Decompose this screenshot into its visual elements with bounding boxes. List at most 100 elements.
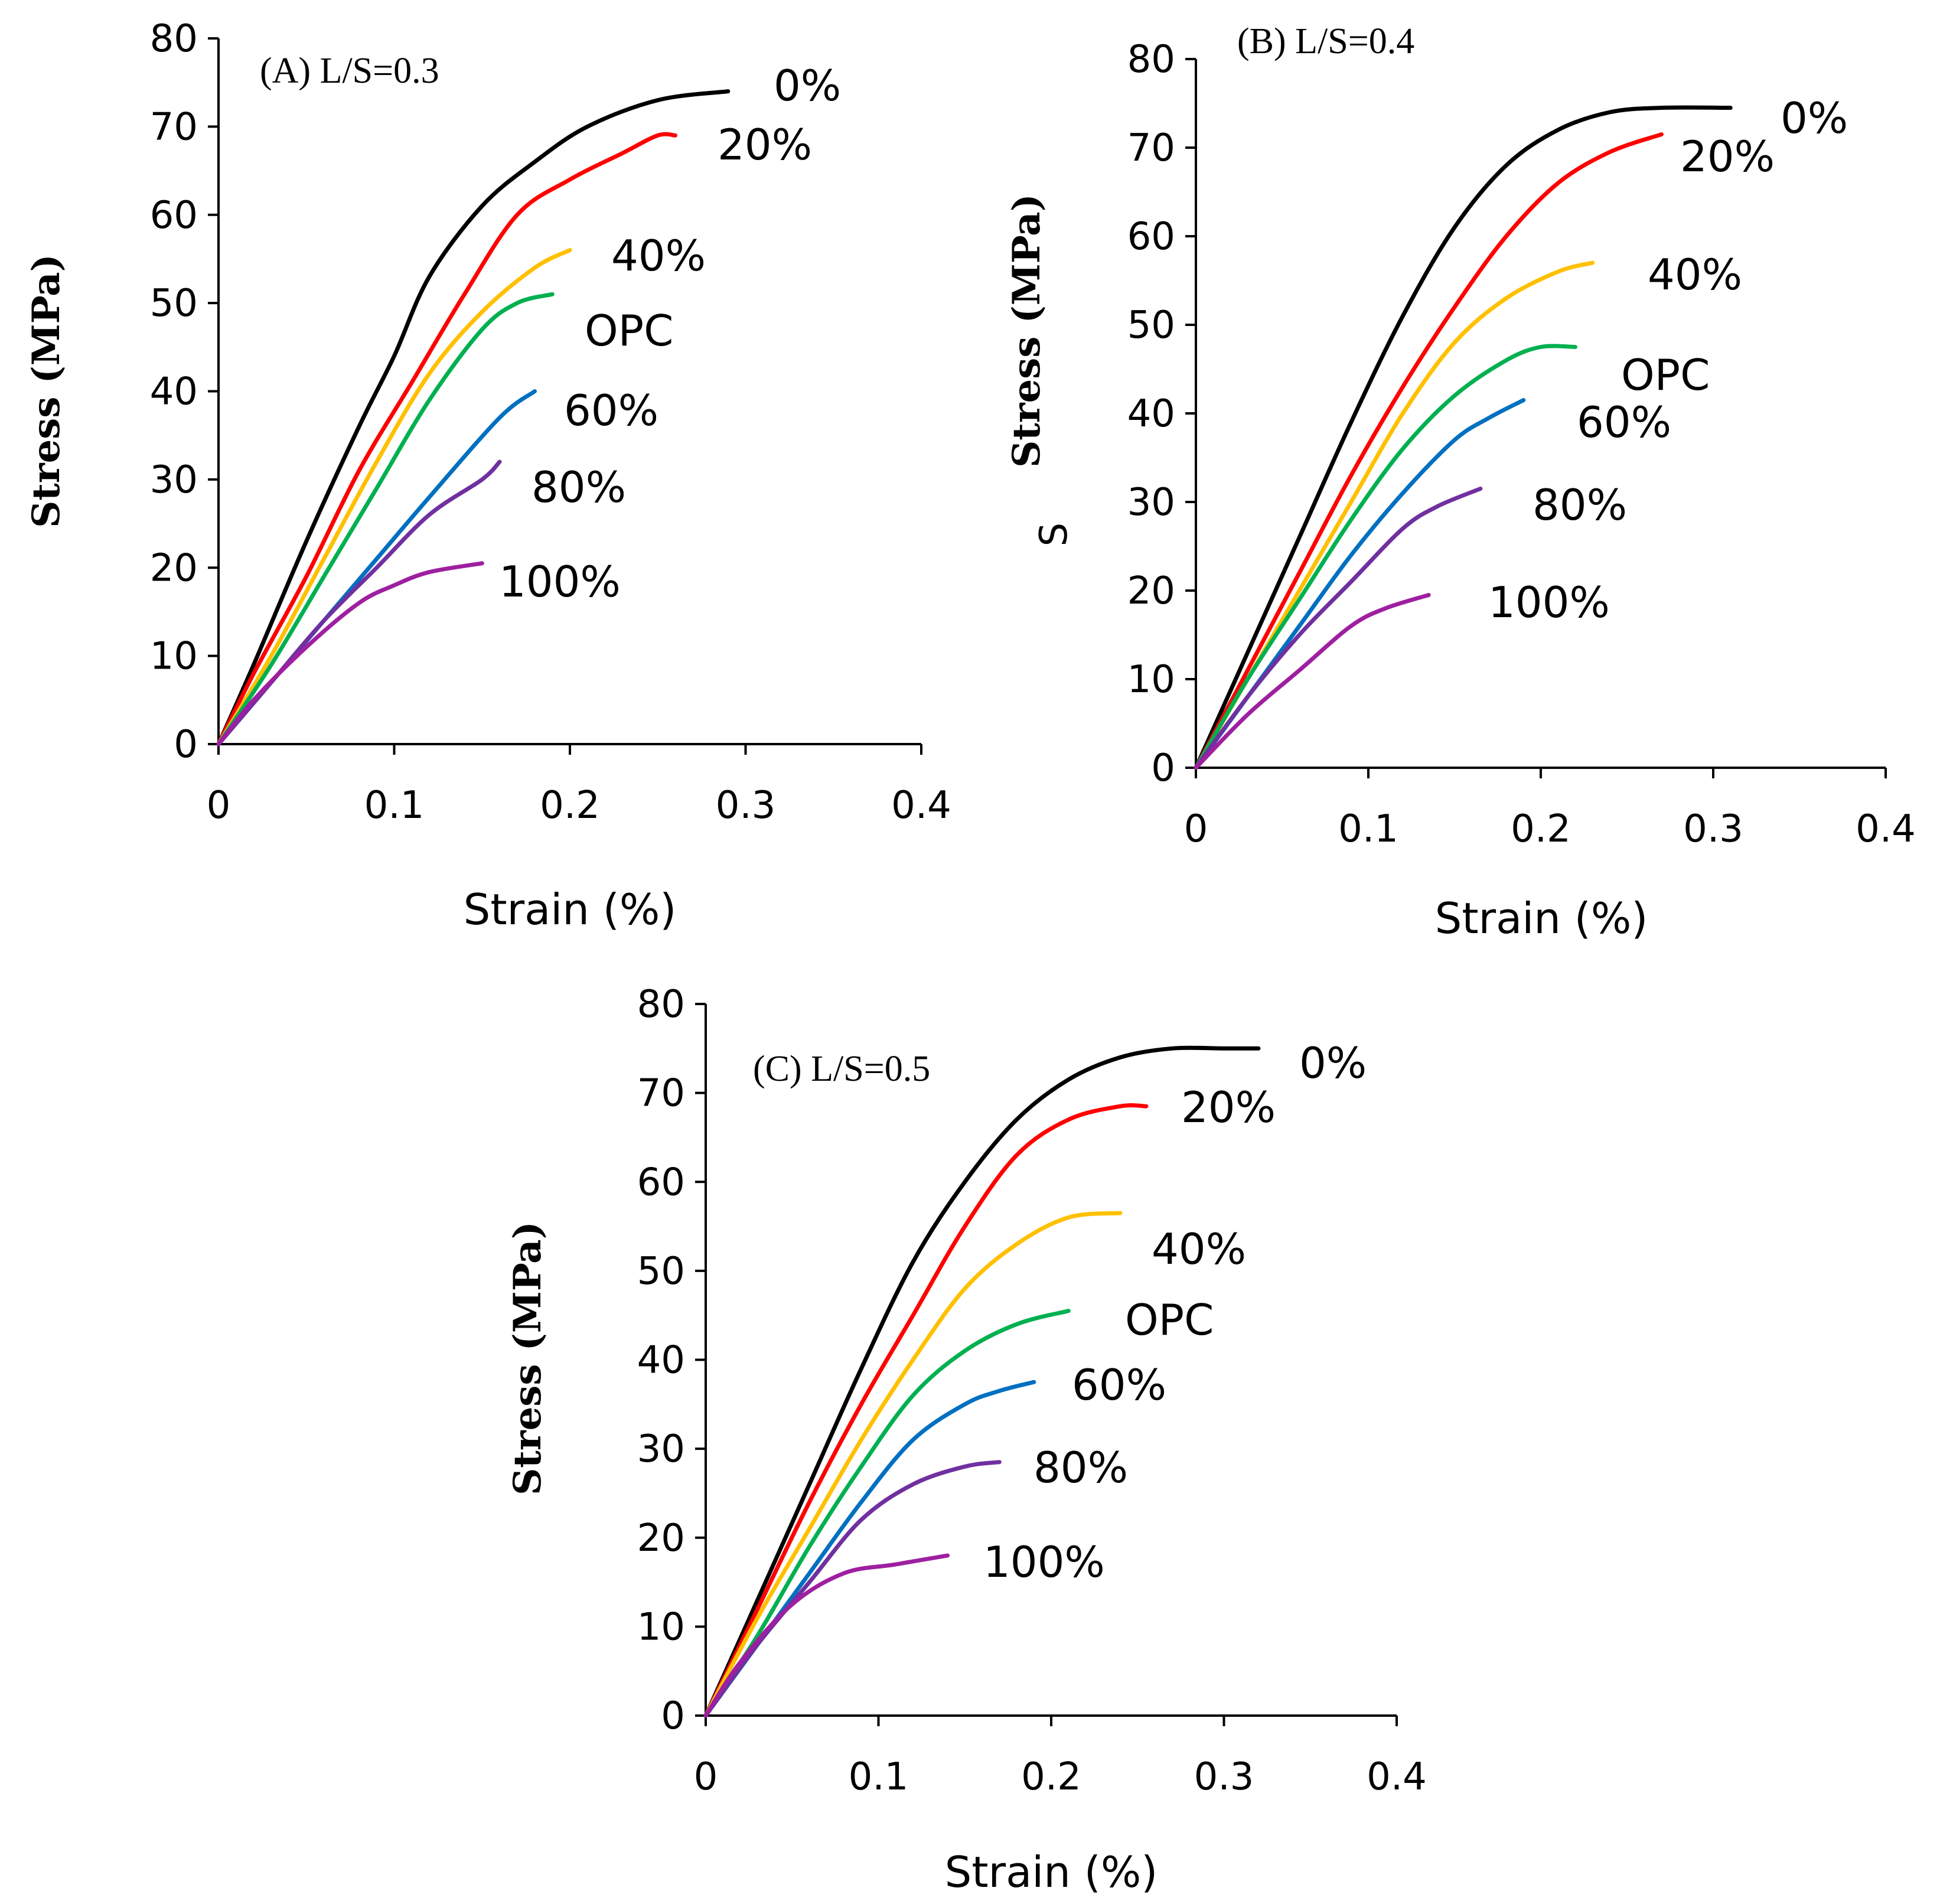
panel-a-series-lines [216,89,731,746]
y-tick-label: 40 [150,370,198,414]
y-tick-label: 50 [1127,304,1175,347]
series-line-100pct [703,1553,950,1718]
panel-c-ylabel: Stress (MPa) [506,1221,550,1495]
series-label-100pct: 100% [983,1537,1105,1587]
series-line-opc [216,292,555,746]
y-tick-label: 0 [1151,746,1175,790]
x-tick-label: 0.4 [891,784,951,827]
series-label-40pct: 40% [1648,250,1742,299]
panel-c-title: (C) L/S=0.5 [753,1049,930,1089]
series-line-20pct [1194,132,1664,770]
series-label-80pct: 80% [532,462,626,512]
panel-a-ticks: 0 10 20 30 40 50 60 70 80 0 0.1 0.2 0.3 0.4 [150,17,951,827]
series-line-60pct [1194,398,1526,770]
y-tick-label: 60 [150,194,198,237]
x-tick-label: 0.4 [1367,1755,1427,1799]
series-line-80pct [1194,487,1483,770]
x-tick-label: 0.1 [1338,807,1398,851]
series-label-80pct: 80% [1533,480,1627,530]
y-tick-label: 40 [637,1339,685,1383]
series-label-20pct: 20% [1181,1083,1276,1132]
panel-c: (C) L/S=0.5 Strain (%) Stress (MPa) 0 10 2… [506,983,1427,1897]
y-tick-label: 10 [150,635,198,679]
series-line-80pct [703,1460,1002,1718]
panel-b-xlabel: Strain (%) [1435,894,1648,943]
x-tick-label: 0.3 [1194,1755,1254,1799]
y-tick-label: 0 [174,723,198,767]
y-tick-label: 30 [150,458,198,502]
panel-a-ylabel: Stress (MPa) [24,254,69,528]
panel-b-series-lines [1194,105,1733,770]
panel-a-series-labels: 0% 20% 40% OPC 60% 80% 100% [499,61,841,607]
series-line-40pct [216,248,572,746]
y-tick-label: 80 [637,983,685,1026]
series-label-60pct: 60% [564,386,658,435]
series-line-20pct [703,1103,1149,1718]
y-tick-label: 20 [150,546,198,590]
series-label-0pct: 0% [1781,93,1848,143]
x-tick-label: 0.1 [849,1755,909,1799]
y-tick-label: 70 [637,1072,685,1116]
series-line-0pct [703,1045,1261,1718]
series-label-100pct: 100% [499,557,621,607]
series-label-opc: OPC [1125,1295,1214,1345]
x-tick-label: 0.2 [1511,807,1571,851]
panel-c-series-labels: 0% 20% 40% OPC 60% 80% 100% [983,1038,1367,1587]
panel-a-title: (A) L/S=0.3 [260,51,439,91]
y-tick-label: 50 [150,282,198,325]
y-tick-label: 80 [1127,38,1175,81]
y-tick-label: 20 [1127,569,1175,613]
series-label-opc: OPC [585,306,673,356]
panel-b-ticks: 0 10 20 30 40 50 60 70 80 0 0.1 0.2 0.3 0.4 [1127,38,1916,851]
series-label-60pct: 60% [1072,1360,1166,1410]
y-tick-label: 50 [637,1250,685,1293]
panel-b-stray-letter: S [1032,523,1076,547]
series-line-100pct [1194,593,1431,770]
y-tick-label: 60 [1127,215,1175,259]
y-tick-label: 70 [150,105,198,149]
series-label-20pct: 20% [1680,132,1775,181]
series-line-opc [1194,344,1577,770]
panel-b-title: (B) L/S=0.4 [1237,21,1414,61]
series-line-40pct [703,1211,1123,1718]
y-tick-label: 80 [150,17,198,61]
panel-c-xlabel: Strain (%) [945,1847,1158,1897]
panel-a-xlabel: Strain (%) [464,885,677,934]
x-tick-label: 0 [694,1755,718,1799]
y-tick-label: 0 [661,1694,685,1738]
x-tick-label: 0 [207,784,231,827]
x-tick-label: 0.2 [1021,1755,1081,1799]
series-label-0pct: 0% [1299,1038,1367,1088]
x-tick-label: 0 [1184,807,1208,851]
panel-b-ylabel: Stress (MPa) [1005,194,1049,468]
y-tick-label: 70 [1127,126,1175,170]
y-tick-label: 30 [637,1427,685,1471]
y-tick-label: 20 [637,1517,685,1560]
x-tick-label: 0.4 [1856,807,1916,851]
panel-b-axes [1195,59,1886,769]
series-line-20pct [216,132,677,746]
series-line-opc [703,1309,1071,1718]
x-tick-label: 0.3 [1683,807,1743,851]
series-label-60pct: 60% [1577,397,1671,447]
y-tick-label: 60 [637,1160,685,1204]
y-tick-label: 10 [637,1605,685,1649]
series-label-40pct: 40% [611,231,706,281]
series-line-0pct [216,89,731,746]
panel-c-axes [705,1004,1397,1717]
series-label-0pct: 0% [774,61,841,110]
y-tick-label: 40 [1127,392,1175,436]
series-label-100pct: 100% [1488,578,1610,627]
y-tick-label: 30 [1127,481,1175,524]
panel-a: (A) L/S=0.3 Strain (%) Stress (MPa) 0 10 2… [24,17,951,934]
panel-c-ticks: 0 10 20 30 40 50 60 70 80 0 0.1 0.2 0.3 0.4 [637,983,1427,1799]
panel-b: (B) L/S=0.4 Strain (%) Stress (MPa) S 0 1… [1005,21,1916,943]
y-tick-label: 10 [1127,658,1175,702]
series-line-0pct [1194,105,1733,770]
x-tick-label: 0.3 [716,784,776,827]
panel-c-series-lines [703,1045,1261,1718]
x-tick-label: 0.1 [364,784,425,827]
series-label-40pct: 40% [1152,1224,1246,1274]
